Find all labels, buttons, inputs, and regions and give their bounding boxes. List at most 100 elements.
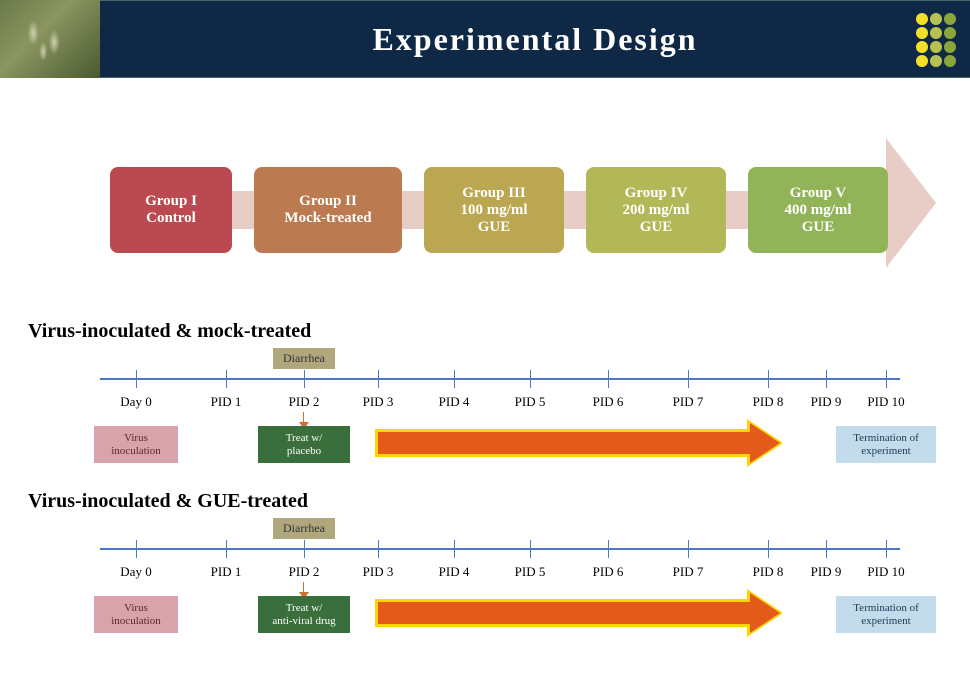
group-sub: Mock-treated [284, 210, 371, 227]
group-sub: Control [146, 210, 196, 227]
group-title: Group III [462, 185, 526, 202]
virus-inoculation-label: Virusinoculation [94, 426, 178, 463]
timeline-tick-label: PID 1 [211, 394, 242, 410]
timeline-tick [226, 540, 227, 558]
header-dot [916, 13, 928, 25]
treatment-label: Treat w/placebo [258, 426, 350, 463]
timeline-tick-label: PID 6 [593, 564, 624, 580]
timeline-tick-label: PID 8 [753, 394, 784, 410]
timeline-tick [886, 370, 887, 388]
timeline-tick-label: PID 10 [867, 564, 904, 580]
group-sub2: GUE [802, 219, 835, 236]
timeline-gue: Day 0 PID 1 PID 2 PID 3 PID 4 PID 5 PID 6 PID 7… [100, 518, 900, 638]
timeline-tick [530, 540, 531, 558]
diarrhea-label: Diarrhea [273, 348, 335, 369]
group-title: Group II [299, 193, 357, 210]
timeline-tick [886, 540, 887, 558]
timeline-axis [100, 548, 900, 550]
timeline-tick [688, 540, 689, 558]
timeline-tick-label: PID 5 [515, 564, 546, 580]
timeline-tick-label: PID 10 [867, 394, 904, 410]
group-box-4: Group IV200 mg/mlGUE [586, 167, 726, 253]
header-dot [916, 27, 928, 39]
timeline-tick-label: PID 7 [673, 394, 704, 410]
group-title: Group I [145, 193, 197, 210]
timeline-tick-label: Day 0 [120, 564, 151, 580]
header-dot [944, 55, 956, 67]
header-dot [930, 27, 942, 39]
group-connector [232, 191, 254, 229]
timeline-tick-label: PID 3 [363, 564, 394, 580]
timeline-tick-label: PID 4 [439, 394, 470, 410]
group-sub: 100 mg/ml [460, 202, 527, 219]
header-dot [930, 13, 942, 25]
diarrhea-label: Diarrhea [273, 518, 335, 539]
group-title: Group V [790, 185, 847, 202]
timeline-tick-label: PID 7 [673, 564, 704, 580]
timeline-tick-label: PID 9 [811, 564, 842, 580]
group-connector [402, 191, 424, 229]
header-dot [930, 41, 942, 53]
header-dot [944, 27, 956, 39]
timeline-mock: Day 0 PID 1 PID 2 PID 3 PID 4 PID 5 PID 6 PID 7… [100, 348, 900, 468]
timeline-tick [688, 370, 689, 388]
group-title: Group IV [625, 185, 688, 202]
timeline-tick-label: PID 5 [515, 394, 546, 410]
group-box-1: Group IControl [110, 167, 232, 253]
timeline-tick [304, 540, 305, 558]
timeline-tick [454, 540, 455, 558]
group-sub2: GUE [640, 219, 673, 236]
timeline-tick [136, 370, 137, 388]
header-dot-grid [916, 13, 956, 67]
header-dot [916, 55, 928, 67]
group-box-3: Group III100 mg/mlGUE [424, 167, 564, 253]
timeline-axis [100, 378, 900, 380]
header-dot [944, 13, 956, 25]
timeline-tick-label: PID 2 [289, 564, 320, 580]
timeline-tick-label: PID 9 [811, 394, 842, 410]
timeline-tick [530, 370, 531, 388]
group-box-2: Group IIMock-treated [254, 167, 402, 253]
timeline-tick-label: PID 3 [363, 394, 394, 410]
header-dot [916, 41, 928, 53]
timeline-tick [226, 370, 227, 388]
groups-arrowhead [886, 138, 936, 268]
treatment-duration-arrow [378, 432, 780, 454]
timeline-tick [826, 540, 827, 558]
groups-row: Group IControlGroup IIMock-treatedGroup … [110, 160, 930, 260]
timeline-tick-label: PID 2 [289, 394, 320, 410]
timeline-tick [378, 540, 379, 558]
timeline-tick-label: PID 6 [593, 394, 624, 410]
section-1-title: Virus-inoculated & mock-treated [28, 320, 311, 343]
header: Experimental Design [0, 0, 970, 78]
group-sub: 200 mg/ml [622, 202, 689, 219]
timeline-tick-label: PID 4 [439, 564, 470, 580]
treatment-label: Treat w/anti-viral drug [258, 596, 350, 633]
header-dot [930, 55, 942, 67]
timeline-tick [768, 540, 769, 558]
group-sub: 400 mg/ml [784, 202, 851, 219]
termination-label: Termination ofexperiment [836, 426, 936, 463]
virus-inoculation-label: Virusinoculation [94, 596, 178, 633]
treatment-duration-arrow [378, 602, 780, 624]
timeline-tick-label: Day 0 [120, 394, 151, 410]
timeline-tick-label: PID 8 [753, 564, 784, 580]
group-sub2: GUE [478, 219, 511, 236]
header-bar: Experimental Design [100, 0, 970, 78]
timeline-tick [608, 370, 609, 388]
timeline-tick [136, 540, 137, 558]
page-title: Experimental Design [372, 21, 697, 58]
group-connector [564, 191, 586, 229]
section-2-title: Virus-inoculated & GUE-treated [28, 490, 308, 513]
group-connector [726, 191, 748, 229]
timeline-tick [378, 370, 379, 388]
timeline-tick [608, 540, 609, 558]
group-box-5: Group V400 mg/mlGUE [748, 167, 888, 253]
timeline-tick [454, 370, 455, 388]
timeline-tick [826, 370, 827, 388]
timeline-tick [304, 370, 305, 388]
header-dot [944, 41, 956, 53]
termination-label: Termination ofexperiment [836, 596, 936, 633]
timeline-tick-label: PID 1 [211, 564, 242, 580]
header-plant-image [0, 0, 100, 78]
